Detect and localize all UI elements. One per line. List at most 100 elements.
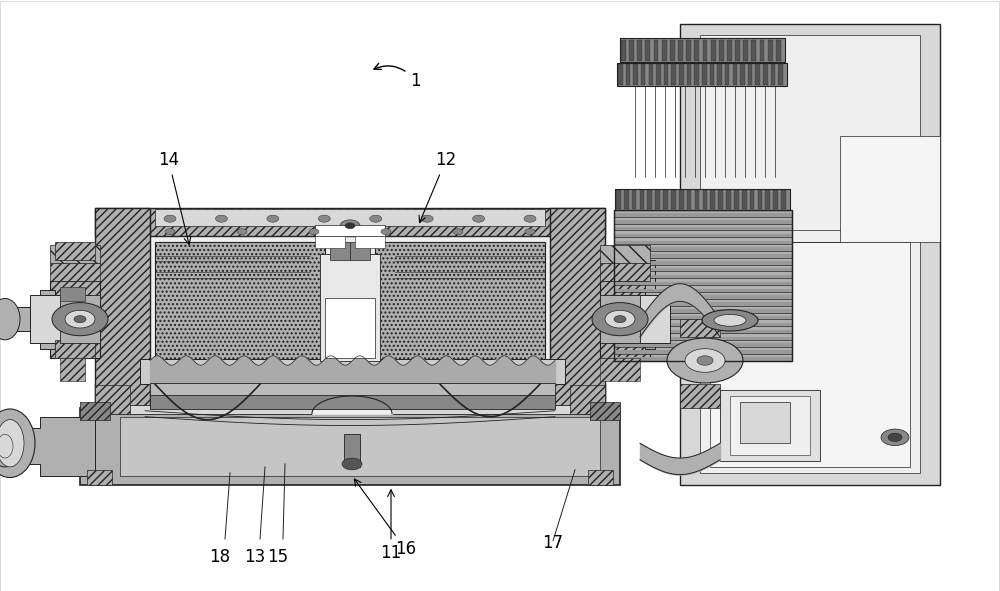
Bar	[80, 402, 110, 420]
Circle shape	[52, 303, 108, 336]
Circle shape	[421, 215, 433, 222]
Bar	[700, 35, 920, 473]
Bar	[840, 136, 940, 242]
Bar	[60, 287, 85, 301]
Bar	[350, 242, 370, 260]
Bar	[768, 40, 773, 61]
Text: 17: 17	[542, 534, 564, 553]
Bar	[679, 64, 684, 85]
Bar	[614, 241, 792, 244]
Bar	[726, 190, 731, 209]
Polygon shape	[645, 260, 660, 349]
Bar	[615, 189, 790, 210]
Bar	[718, 190, 723, 209]
Bar	[600, 358, 640, 381]
Bar	[616, 190, 621, 209]
Bar	[645, 40, 650, 61]
Bar	[781, 190, 786, 209]
Bar	[720, 390, 820, 461]
Ellipse shape	[714, 314, 746, 326]
Bar	[60, 296, 100, 343]
Ellipse shape	[0, 420, 24, 467]
Bar	[751, 40, 756, 61]
Bar	[621, 40, 626, 61]
Bar	[694, 40, 699, 61]
Bar	[614, 210, 792, 361]
Bar	[618, 64, 623, 85]
Bar	[755, 64, 760, 85]
Circle shape	[165, 229, 175, 235]
Bar	[50, 263, 100, 281]
Bar	[87, 470, 112, 485]
Bar	[80, 408, 620, 485]
Bar	[702, 64, 707, 85]
Bar	[758, 190, 762, 209]
Bar	[614, 357, 792, 361]
Bar	[750, 190, 754, 209]
Bar	[55, 242, 95, 260]
Bar	[626, 64, 630, 85]
Circle shape	[237, 229, 247, 235]
Bar	[60, 358, 85, 381]
Circle shape	[881, 429, 909, 446]
Bar	[155, 209, 545, 226]
Bar	[375, 242, 545, 361]
Bar	[620, 38, 785, 62]
Bar	[733, 64, 737, 85]
Circle shape	[370, 215, 382, 222]
Bar	[30, 296, 90, 343]
Bar	[614, 213, 792, 217]
Bar	[765, 190, 770, 209]
Circle shape	[345, 223, 355, 229]
Bar	[344, 434, 360, 467]
Polygon shape	[5, 290, 55, 349]
Bar	[614, 316, 792, 319]
Bar	[600, 245, 650, 263]
Circle shape	[888, 433, 902, 441]
Bar	[614, 248, 792, 251]
Bar	[588, 470, 613, 485]
Circle shape	[453, 229, 463, 235]
Circle shape	[381, 229, 391, 235]
Bar	[614, 282, 792, 285]
Text: 11: 11	[380, 490, 402, 563]
Bar	[663, 190, 668, 209]
Bar	[760, 40, 764, 61]
Polygon shape	[10, 417, 95, 476]
Bar	[614, 220, 792, 223]
Bar	[590, 402, 620, 420]
Circle shape	[267, 215, 279, 222]
Bar	[671, 190, 676, 209]
Bar	[710, 190, 715, 209]
Bar	[600, 296, 640, 343]
Bar	[680, 319, 720, 337]
Bar	[655, 190, 660, 209]
Bar	[778, 64, 783, 85]
Bar	[610, 296, 670, 343]
Bar	[614, 330, 792, 333]
Circle shape	[340, 220, 360, 232]
Bar	[678, 40, 683, 61]
Bar	[710, 242, 910, 467]
Circle shape	[667, 338, 743, 383]
Bar	[614, 275, 792, 278]
Text: 14: 14	[158, 151, 191, 244]
Bar	[570, 385, 605, 414]
Bar	[315, 236, 345, 248]
Text: 15: 15	[267, 548, 289, 566]
Circle shape	[614, 316, 626, 323]
Bar	[662, 40, 667, 61]
Text: 1: 1	[374, 63, 421, 90]
Bar	[734, 190, 739, 209]
Text: 12: 12	[419, 151, 456, 223]
Bar	[614, 343, 792, 347]
Circle shape	[524, 215, 536, 222]
Bar	[735, 40, 740, 61]
Bar	[150, 383, 555, 396]
Circle shape	[605, 310, 635, 328]
Bar	[150, 395, 555, 409]
Circle shape	[697, 356, 713, 365]
Circle shape	[164, 215, 176, 222]
Bar	[711, 40, 716, 61]
Bar	[743, 40, 748, 61]
